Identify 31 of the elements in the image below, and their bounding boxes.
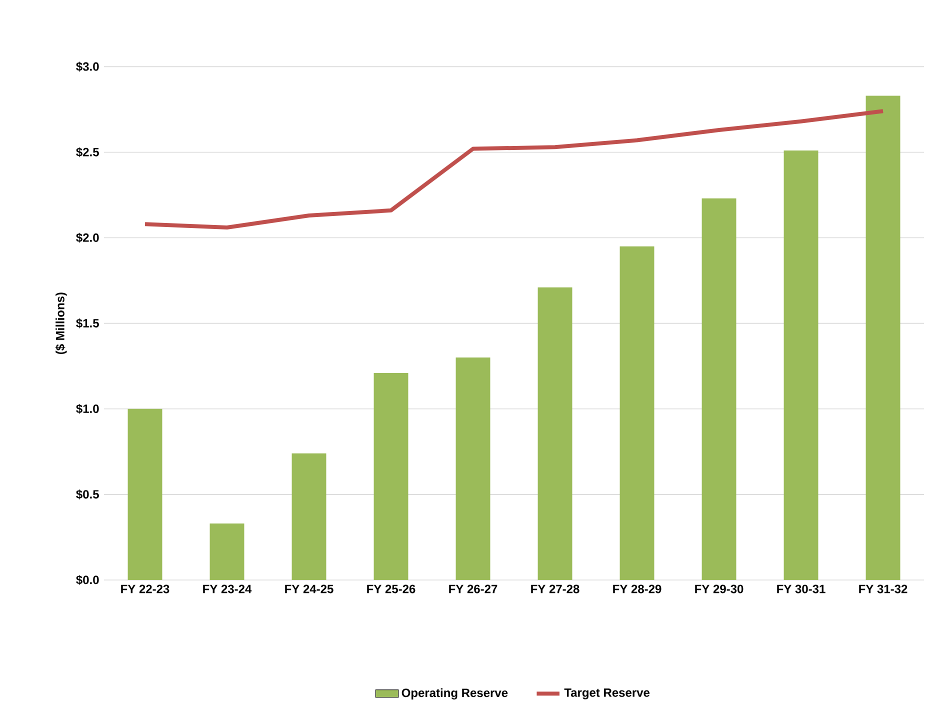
- y-tick-label: $1.0: [76, 404, 99, 414]
- x-tick-label: FY 26-27: [449, 584, 498, 594]
- bar: [456, 358, 490, 580]
- x-tick-label: FY 29-30: [695, 584, 744, 594]
- legend-label: Target Reserve: [564, 688, 650, 700]
- bar: [128, 409, 162, 580]
- x-tick-label: FY 30-31: [777, 584, 826, 594]
- x-tick-label: FY 22-23: [121, 584, 170, 594]
- bar: [210, 524, 244, 580]
- legend-label: Operating Reserve: [402, 688, 508, 700]
- x-tick-label: FY 31-32: [859, 584, 908, 594]
- x-tick-label: FY 24-25: [285, 584, 334, 594]
- y-tick-label: $2.0: [76, 233, 99, 243]
- x-tick-label: FY 28-29: [613, 584, 662, 594]
- y-axis-title: ($ Millions): [55, 292, 67, 354]
- line-series: [143, 109, 886, 230]
- y-tick-label: $1.5: [76, 318, 99, 328]
- bar: [538, 288, 572, 580]
- x-tick-label: FY 27-28: [531, 584, 580, 594]
- bar: [620, 246, 654, 580]
- bar: [292, 454, 326, 580]
- bar: [702, 198, 736, 580]
- x-tick-label: FY 23-24: [203, 584, 252, 594]
- bar: [784, 150, 818, 580]
- y-tick-label: $2.5: [76, 147, 99, 158]
- y-tick-label: $0.0: [76, 575, 99, 586]
- x-tick-label: FY 25-26: [367, 584, 416, 594]
- bar: [374, 373, 408, 580]
- y-tick-label: $3.0: [76, 62, 99, 72]
- y-tick-label: $0.5: [76, 490, 99, 500]
- bar: [866, 96, 900, 580]
